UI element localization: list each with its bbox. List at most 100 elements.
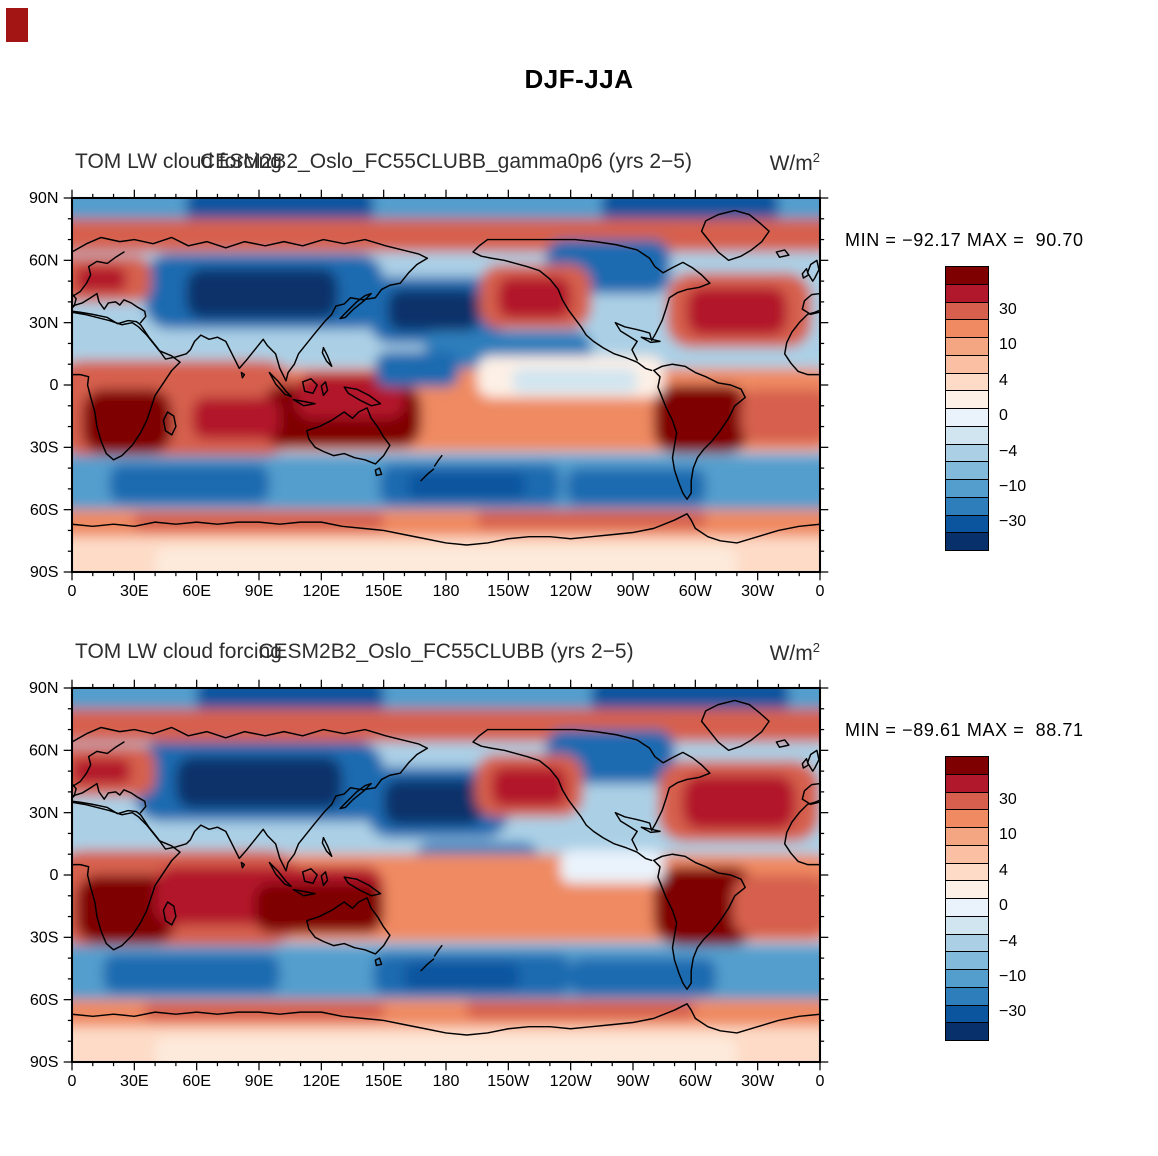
colorbar-box — [945, 301, 989, 321]
colorbar-label: 0 — [999, 897, 1008, 915]
x-tick-label: 0 — [816, 1072, 825, 1090]
x-tick-label: 150W — [487, 582, 530, 600]
colorbar-box — [945, 898, 989, 917]
colorbar-box — [945, 337, 989, 356]
x-tick-label: 0 — [68, 1072, 77, 1090]
colorbar-box — [945, 532, 989, 551]
y-tick-label: 0 — [50, 376, 59, 394]
colorbar-label: −10 — [999, 478, 1027, 495]
x-tick-label: 30E — [120, 582, 149, 600]
figure-title: DJF-JJA — [524, 64, 634, 94]
x-tick-label: 0 — [816, 582, 825, 600]
colorbar-box — [945, 756, 989, 775]
colorbar-box — [945, 986, 989, 1006]
x-tick-label: 30E — [120, 1072, 149, 1090]
y-tick-label: 90S — [30, 1053, 59, 1071]
minmax-stats: MIN = −92.17 MAX = 90.70 — [845, 230, 1084, 250]
units-exponent: 2 — [812, 640, 820, 655]
colorbar-label: 4 — [999, 861, 1008, 879]
x-tick-label: 0 — [68, 582, 77, 600]
x-tick-label: 150E — [365, 582, 403, 600]
panel-units: W/m2 — [770, 150, 820, 176]
colorbar-labels: 30 10 4 0 −4 −10 −30 — [999, 757, 1063, 1057]
units-base: W/m — [769, 152, 813, 175]
colorbar-label: −10 — [999, 968, 1027, 985]
x-tick-label: 60E — [182, 582, 211, 600]
contour-field — [72, 198, 821, 572]
colorbar-box — [945, 390, 989, 409]
colorbar-box — [945, 496, 989, 516]
coastlines — [72, 209, 821, 546]
x-tick-label: 150W — [487, 1072, 530, 1090]
map-plot: 0 30E 60E 90E 120E 150E 180 150W 120W 90W 60W 30W 09… — [29, 189, 829, 600]
colorbar: 30 10 4 0 −4 −10 −30 — [945, 756, 1026, 1041]
axis-ticks — [63, 679, 829, 1071]
coastlines — [72, 699, 821, 1036]
x-tick-label: 30W — [741, 582, 775, 600]
y-tick-label: 60S — [30, 501, 59, 519]
panel-center-title: CESM2B2_Oslo_FC55CLUBB (yrs 2−5) — [258, 640, 634, 663]
x-tick-label: 30W — [741, 1072, 775, 1090]
units-exponent: 2 — [812, 150, 820, 165]
colorbar: 30 10 4 0 −4 −10 −30 — [945, 266, 1026, 551]
panel-left-title: TOM LW cloud forcing — [75, 640, 282, 663]
colorbar-box — [945, 1022, 989, 1041]
y-tick-label: 60S — [30, 991, 59, 1009]
axis-ticks — [63, 189, 829, 581]
y-tick-label: 30N — [29, 804, 59, 822]
x-tick-label: 60W — [679, 582, 713, 600]
colorbar-box — [945, 969, 989, 988]
colorbar-box — [945, 773, 989, 793]
colorbar-box — [945, 951, 989, 970]
y-tick-label: 30S — [30, 439, 59, 457]
colorbar-box — [945, 880, 989, 899]
y-tick-label: 30N — [29, 314, 59, 332]
panel-bottom: TOM LW cloud forcing CESM2B2_Oslo_FC55CL… — [0, 638, 1158, 1116]
corner-artifact — [6, 8, 28, 42]
colorbar-box — [945, 319, 989, 338]
colorbar-label: 10 — [999, 826, 1017, 844]
x-tick-label: 90E — [245, 1072, 274, 1090]
units-base: W/m — [769, 642, 813, 665]
colorbar-label: 30 — [999, 301, 1017, 318]
colorbar-box — [945, 809, 989, 828]
colorbar-box — [945, 443, 989, 463]
colorbar-label: 10 — [999, 336, 1017, 354]
panel-top: TOM LW cloud forcing CESM2B2_Oslo_FC55CL… — [0, 148, 1158, 626]
colorbar-box — [945, 354, 989, 374]
colorbar-box — [945, 514, 989, 534]
contour-field — [72, 688, 821, 1062]
colorbar-box — [945, 933, 989, 953]
x-tick-label: 60W — [679, 1072, 713, 1090]
colorbar-box — [945, 283, 989, 303]
y-tick-label: 60N — [29, 742, 59, 760]
colorbar-label: −30 — [999, 513, 1027, 531]
colorbar-labels: 30 10 4 0 −4 −10 −30 — [999, 267, 1063, 567]
colorbar-box — [945, 425, 989, 445]
y-tick-label: 90N — [29, 189, 59, 207]
x-tick-label: 90W — [616, 1072, 650, 1090]
y-tick-label: 90S — [30, 563, 59, 581]
x-tick-label: 180 — [433, 582, 460, 600]
minmax-stats: MIN = −89.61 MAX = 88.71 — [845, 720, 1084, 740]
colorbar-box — [945, 915, 989, 935]
y-tick-label: 0 — [50, 866, 59, 884]
colorbar-label: 0 — [999, 407, 1008, 425]
x-tick-label: 90W — [616, 582, 650, 600]
panel-title-row: TOM LW cloud forcing CESM2B2_Oslo_FC55CL… — [72, 640, 820, 668]
x-tick-label: 90E — [245, 582, 274, 600]
colorbar-box — [945, 479, 989, 498]
x-tick-label: 120E — [303, 1072, 341, 1090]
map-plot: 0 30E 60E 90E 120E 150E 180 150W 120W 90W 60W 30W 09… — [29, 679, 829, 1090]
colorbar-box — [945, 461, 989, 480]
colorbar-label: −4 — [999, 442, 1018, 460]
panel-left-title: TOM LW cloud forcing — [75, 150, 282, 173]
panel-center-title: CESM2B2_Oslo_FC55CLUBB_gamma0p6 (yrs 2−5… — [200, 150, 692, 173]
x-tick-label: 120W — [550, 582, 593, 600]
colorbar-box — [945, 408, 989, 427]
x-tick-label: 60E — [182, 1072, 211, 1090]
colorbar-label: −30 — [999, 1003, 1027, 1021]
colorbar-box — [945, 862, 989, 882]
x-tick-label: 150E — [365, 1072, 403, 1090]
colorbar-label: 30 — [999, 791, 1017, 808]
